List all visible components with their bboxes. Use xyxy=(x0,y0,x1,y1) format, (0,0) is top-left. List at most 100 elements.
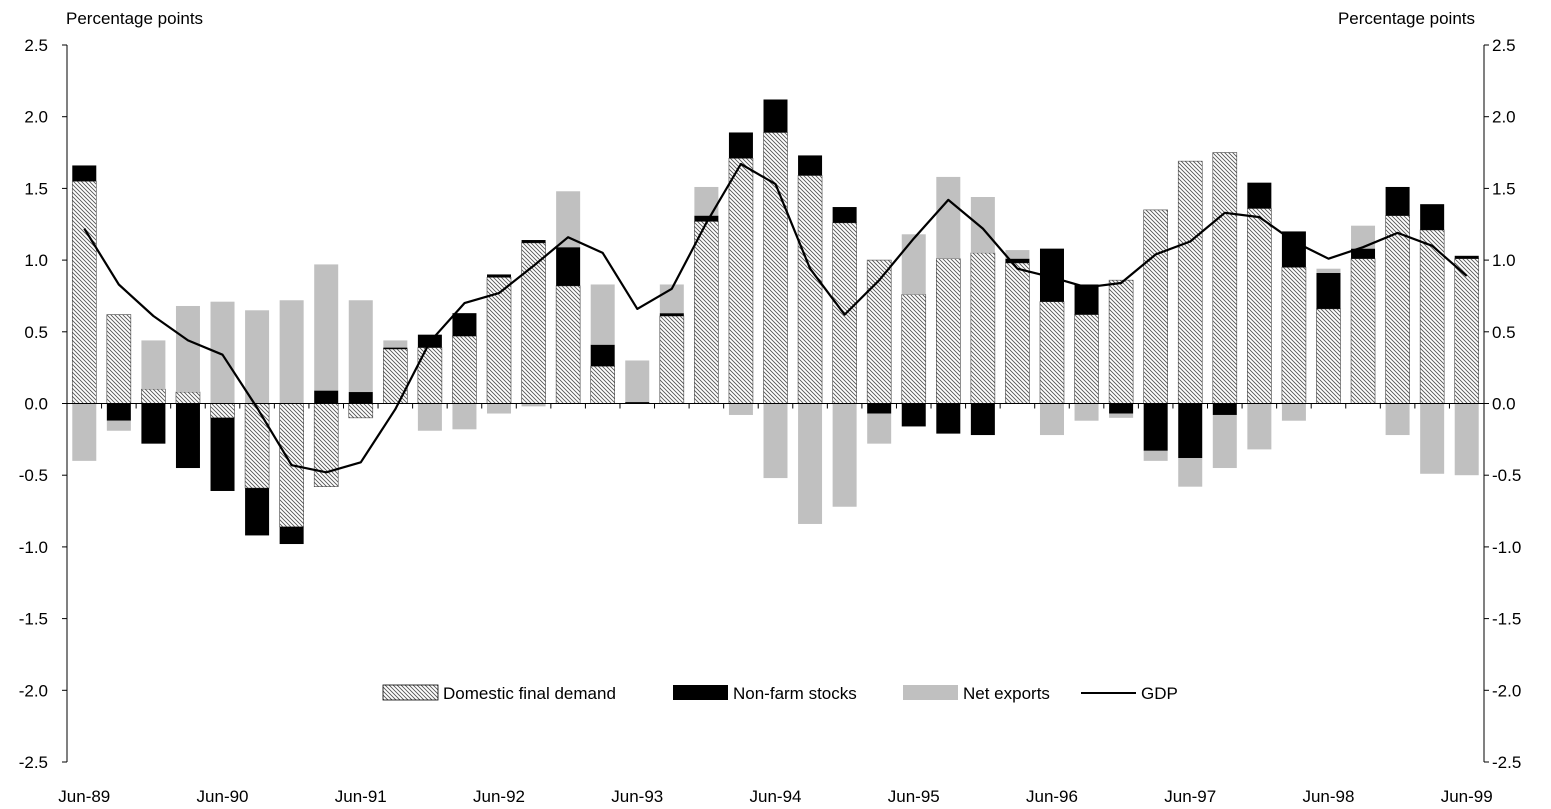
y-tick-label-right: -2.5 xyxy=(1492,753,1521,772)
bar-non-farm-stocks-mar-90 xyxy=(175,403,200,469)
bar-non-farm-stocks-mar-92 xyxy=(452,313,477,337)
bar-domestic-final-demand-sep-91 xyxy=(383,348,408,404)
bar-domestic-final-demand-mar-97 xyxy=(1143,209,1168,404)
y-tick-label-right: -0.5 xyxy=(1492,466,1521,485)
bar-domestic-final-demand-jun-99 xyxy=(1454,258,1480,404)
bar-net-exports-sep-91 xyxy=(383,340,408,348)
bar-non-farm-stocks-mar-93 xyxy=(590,344,615,367)
bar-domestic-final-demand-sep-95 xyxy=(936,258,961,404)
legend-label-domestic-final-demand: Domestic final demand xyxy=(443,684,616,703)
legend-swatch-non-farm-stocks xyxy=(673,685,728,700)
y-tick-label-left: 1.0 xyxy=(24,251,48,270)
bar-domestic-final-demand-dec-92 xyxy=(555,285,581,404)
ticks: 2.5 2.5 2.0 2.0 1.5 1.5 1.0 1.0 0.5 0.5 0.0 0.0 -0.5… xyxy=(19,36,1522,806)
bar-non-farm-stocks-sep-89 xyxy=(106,403,131,421)
bar-domestic-final-demand-sep-96 xyxy=(1074,314,1099,404)
bar-non-farm-stocks-mar-98 xyxy=(1281,231,1306,268)
bar-net-exports-sep-90 xyxy=(245,310,270,404)
bar-net-exports-mar-98 xyxy=(1281,403,1306,421)
bar-domestic-final-demand-jun-97 xyxy=(1177,160,1203,404)
bar-domestic-final-demand-mar-94 xyxy=(728,157,754,404)
y-tick-label-left: -2.5 xyxy=(19,753,48,772)
y-tick-label-right: 0.5 xyxy=(1492,323,1516,342)
bar-net-exports-mar-90 xyxy=(175,305,200,393)
bar-net-exports-sep-97 xyxy=(1212,414,1237,469)
x-tick-label: Jun-92 xyxy=(473,787,525,806)
bar-non-farm-stocks-jun-95 xyxy=(901,403,926,427)
bar-net-exports-jun-90 xyxy=(210,301,235,404)
bar-domestic-final-demand-dec-93 xyxy=(694,221,719,404)
bar-non-farm-stocks-mar-91 xyxy=(314,390,339,404)
bar-domestic-final-demand-sep-93 xyxy=(659,315,685,404)
bar-domestic-final-demand-dec-89 xyxy=(141,388,166,404)
y-tick-label-right: 2.0 xyxy=(1492,108,1516,127)
bar-domestic-final-demand-sep-94 xyxy=(797,175,823,404)
bar-net-exports-mar-95 xyxy=(867,413,892,444)
bars xyxy=(67,99,1484,545)
bar-non-farm-stocks-mar-99 xyxy=(1420,204,1445,230)
bar-domestic-final-demand-mar-95 xyxy=(866,259,892,404)
bar-domestic-final-demand-mar-99 xyxy=(1419,229,1445,404)
bar-net-exports-sep-95 xyxy=(936,176,961,259)
bar-non-farm-stocks-sep-95 xyxy=(936,403,961,434)
bar-non-farm-stocks-jun-90 xyxy=(210,417,235,491)
bar-non-farm-stocks-mar-97 xyxy=(1143,403,1168,451)
y-tick-label-right: -1.5 xyxy=(1492,610,1521,629)
x-tick-label: Jun-95 xyxy=(888,787,940,806)
bar-non-farm-stocks-mar-96 xyxy=(1005,258,1030,263)
bar-non-farm-stocks-jun-98 xyxy=(1316,273,1341,309)
bar-non-farm-stocks-sep-98 xyxy=(1351,248,1376,259)
y-tick-label-left: 0.0 xyxy=(24,395,48,414)
y-tick-label-left: -0.5 xyxy=(19,466,48,485)
legend-swatch-net-exports xyxy=(903,685,958,700)
bar-net-exports-jun-99 xyxy=(1454,403,1479,476)
y-tick-label-right: 1.0 xyxy=(1492,251,1516,270)
bar-net-exports-jun-98 xyxy=(1316,268,1341,274)
bar-domestic-final-demand-mar-90 xyxy=(175,391,201,404)
bar-non-farm-stocks-sep-91 xyxy=(383,347,408,350)
bar-domestic-final-demand-jun-95 xyxy=(901,294,927,404)
y-tick-label-left: -1.0 xyxy=(19,538,48,557)
bar-net-exports-sep-92 xyxy=(521,403,546,407)
bar-non-farm-stocks-sep-92 xyxy=(521,240,546,243)
bar-domestic-final-demand-sep-97 xyxy=(1212,152,1238,404)
y-tick-label-right: -2.0 xyxy=(1492,681,1521,700)
bar-net-exports-mar-99 xyxy=(1420,403,1445,474)
bar-net-exports-jun-91 xyxy=(348,300,373,393)
bar-net-exports-dec-92 xyxy=(556,191,581,248)
bar-net-exports-sep-89 xyxy=(106,420,131,431)
bar-domestic-final-demand-jun-90 xyxy=(210,403,235,419)
bar-domestic-final-demand-dec-96 xyxy=(1108,279,1134,404)
x-tick-label: Jun-91 xyxy=(335,787,387,806)
bar-domestic-final-demand-jun-94 xyxy=(763,132,788,404)
bar-domestic-final-demand-sep-98 xyxy=(1350,258,1376,404)
bar-non-farm-stocks-jun-94 xyxy=(763,99,788,133)
x-tick-label: Jun-98 xyxy=(1302,787,1354,806)
bar-net-exports-dec-91 xyxy=(417,403,442,431)
bar-domestic-final-demand-sep-92 xyxy=(521,242,546,404)
bar-non-farm-stocks-sep-96 xyxy=(1074,284,1099,315)
bar-domestic-final-demand-mar-92 xyxy=(452,335,477,404)
bar-net-exports-dec-89 xyxy=(141,340,166,390)
gdp-line-group xyxy=(83,162,1468,474)
bar-domestic-final-demand-jun-96 xyxy=(1039,301,1065,404)
bar-non-farm-stocks-dec-97 xyxy=(1247,182,1272,209)
bar-non-farm-stocks-dec-92 xyxy=(556,247,581,286)
x-tick-label: Jun-93 xyxy=(611,787,663,806)
y-tick-label-right: 2.5 xyxy=(1492,36,1516,55)
bar-non-farm-stocks-sep-93 xyxy=(659,313,684,317)
bar-net-exports-mar-94 xyxy=(728,403,753,415)
bar-net-exports-mar-92 xyxy=(452,403,477,430)
bar-domestic-final-demand-mar-96 xyxy=(1005,262,1030,404)
bar-non-farm-stocks-dec-95 xyxy=(970,403,995,436)
bar-net-exports-dec-94 xyxy=(832,403,857,507)
y-tick-label-right: -1.0 xyxy=(1492,538,1521,557)
bar-net-exports-dec-97 xyxy=(1247,403,1272,450)
legend-label-gdp: GDP xyxy=(1141,684,1178,703)
bar-non-farm-stocks-jun-93 xyxy=(625,402,650,404)
bar-domestic-final-demand-mar-91 xyxy=(313,403,339,487)
bar-domestic-final-demand-jun-92 xyxy=(486,277,512,404)
bar-net-exports-jun-93 xyxy=(625,360,650,403)
bar-domestic-final-demand-jun-91 xyxy=(348,403,374,419)
